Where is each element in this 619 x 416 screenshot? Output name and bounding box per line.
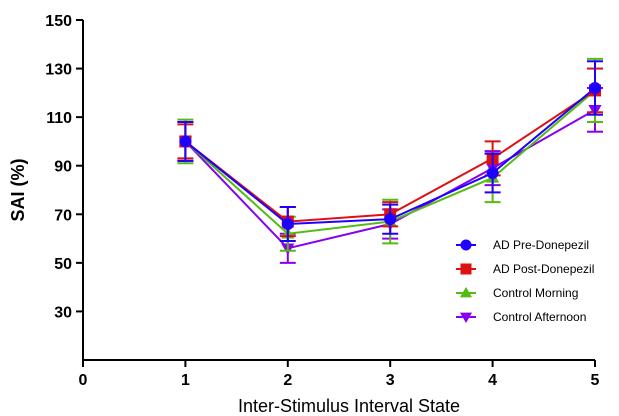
y-tick-label: 90 (54, 159, 72, 176)
legend-label: Control Morning (493, 286, 578, 300)
y-tick-label: 50 (54, 256, 72, 273)
x-axis-ticks: 0 1 2 3 4 5 (79, 360, 600, 389)
data-point (384, 213, 397, 226)
data-point (589, 82, 601, 94)
y-axis-title: SAI (%) (8, 158, 28, 221)
data-point (281, 218, 294, 230)
legend-marker (460, 239, 472, 251)
legend-item: AD Post-Donepezil (456, 262, 594, 276)
y-axis-ticks: 30 50 70 90 110 130 150 (45, 13, 83, 321)
data-point (486, 167, 499, 179)
x-tick-label: 1 (181, 372, 190, 389)
y-tick-label: 130 (45, 62, 72, 79)
x-tick-label: 3 (386, 372, 395, 389)
x-tick-label: 0 (79, 372, 88, 389)
legend-label: AD Pre-Donepezil (493, 238, 589, 252)
series-group (177, 57, 603, 264)
legend-marker (459, 312, 473, 324)
x-axis-title: Inter-Stimulus Interval State (238, 396, 460, 416)
x-tick-label: 4 (488, 372, 497, 389)
x-tick-label: 2 (283, 372, 292, 389)
legend-label: Control Afternoon (493, 310, 586, 324)
y-tick-label: 110 (46, 110, 72, 127)
legend-item: Control Morning (456, 286, 578, 300)
legend-marker (460, 263, 472, 275)
y-tick-label: 70 (54, 207, 72, 224)
axes: 30 50 70 90 110 130 150 0 1 2 3 4 5 (45, 13, 599, 389)
legend-item: AD Pre-Donepezil (456, 238, 589, 252)
y-tick-label: 30 (54, 304, 72, 321)
legend-marker (459, 286, 473, 298)
series-ad-pre-donepezil (177, 60, 603, 242)
data-point (179, 135, 192, 148)
legend-item: Control Afternoon (456, 310, 586, 324)
legend-label: AD Post-Donepezil (493, 262, 594, 276)
legend: AD Pre-Donepezil AD Post-Donepezil Control… (456, 238, 594, 324)
x-tick-label: 5 (591, 372, 600, 389)
y-tick-label: 150 (45, 13, 72, 30)
